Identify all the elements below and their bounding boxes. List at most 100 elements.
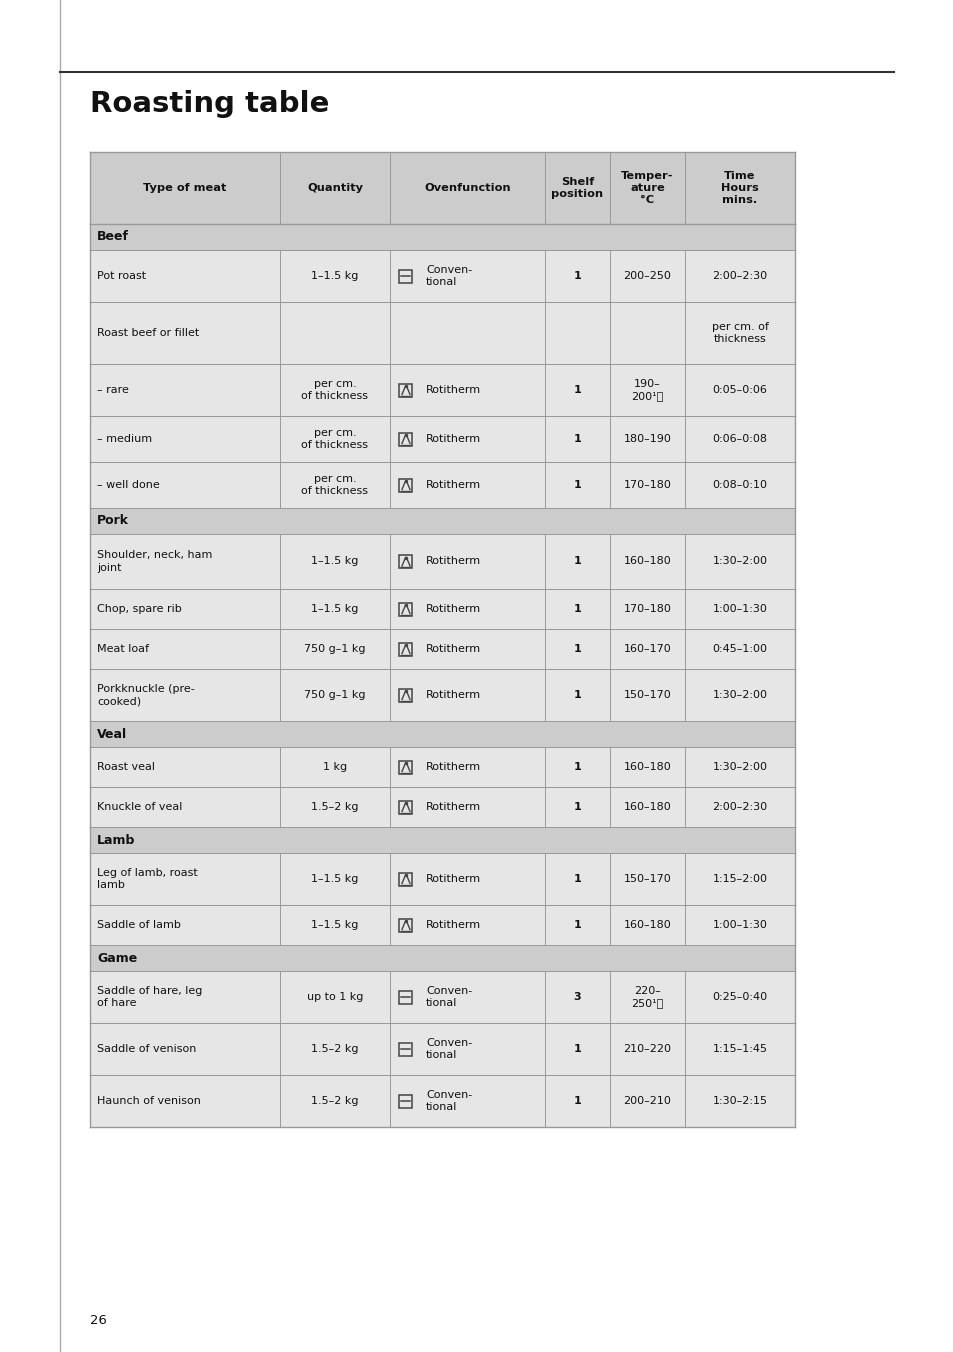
- Text: 0:25–0:40: 0:25–0:40: [712, 992, 767, 1002]
- Text: 1: 1: [573, 1044, 580, 1055]
- Text: 1: 1: [573, 604, 580, 614]
- Text: Chop, spare rib: Chop, spare rib: [97, 604, 182, 614]
- Text: 1: 1: [573, 763, 580, 772]
- Text: 1 kg: 1 kg: [323, 763, 347, 772]
- Bar: [90, 827, 794, 853]
- Bar: [90, 787, 794, 827]
- Text: 1: 1: [573, 919, 580, 930]
- Text: 1.5–2 kg: 1.5–2 kg: [311, 1044, 358, 1055]
- Text: Lamb: Lamb: [97, 833, 135, 846]
- Bar: [90, 669, 794, 721]
- Text: 1–1.5 kg: 1–1.5 kg: [311, 557, 358, 566]
- Text: Porkknuckle (pre-
cooked): Porkknuckle (pre- cooked): [97, 684, 194, 706]
- Text: 160–170: 160–170: [623, 644, 671, 654]
- Bar: [399, 1095, 412, 1107]
- Bar: [90, 589, 794, 629]
- Text: 160–180: 160–180: [623, 802, 671, 813]
- Text: 1:00–1:30: 1:00–1:30: [712, 604, 766, 614]
- Text: 1:30–2:15: 1:30–2:15: [712, 1096, 767, 1106]
- Bar: [399, 688, 412, 702]
- Text: 0:06–0:08: 0:06–0:08: [712, 434, 767, 443]
- Bar: [399, 384, 412, 396]
- Text: Pork: Pork: [97, 515, 129, 527]
- Text: Shelf
position: Shelf position: [551, 177, 603, 199]
- Text: 220–
250¹⧠: 220– 250¹⧠: [631, 986, 663, 1009]
- Text: Pot roast: Pot roast: [97, 270, 146, 281]
- Text: Roast beef or fillet: Roast beef or fillet: [97, 329, 199, 338]
- Text: 0:05–0:06: 0:05–0:06: [712, 385, 766, 395]
- Text: Rotitherm: Rotitherm: [426, 434, 480, 443]
- Text: Roast veal: Roast veal: [97, 763, 154, 772]
- Text: 1: 1: [573, 557, 580, 566]
- Text: Saddle of hare, leg
of hare: Saddle of hare, leg of hare: [97, 986, 202, 1009]
- Text: Temper-
ature
°C: Temper- ature °C: [620, 170, 673, 206]
- Text: Rotitherm: Rotitherm: [426, 644, 480, 654]
- Text: per cm.
of thickness: per cm. of thickness: [301, 379, 368, 402]
- Text: Saddle of venison: Saddle of venison: [97, 1044, 196, 1055]
- Text: 1:15–2:00: 1:15–2:00: [712, 873, 767, 884]
- Text: per cm.
of thickness: per cm. of thickness: [301, 427, 368, 450]
- Bar: [90, 151, 794, 224]
- Bar: [399, 556, 412, 568]
- Text: – rare: – rare: [97, 385, 129, 395]
- Text: Rotitherm: Rotitherm: [426, 604, 480, 614]
- Bar: [399, 800, 412, 814]
- Bar: [399, 603, 412, 615]
- Text: Type of meat: Type of meat: [143, 183, 227, 193]
- Bar: [90, 416, 794, 462]
- Text: Rotitherm: Rotitherm: [426, 873, 480, 884]
- Text: Saddle of lamb: Saddle of lamb: [97, 919, 181, 930]
- Text: 190–
200¹⧠: 190– 200¹⧠: [631, 379, 663, 402]
- Text: 750 g–1 kg: 750 g–1 kg: [304, 644, 365, 654]
- Bar: [399, 872, 412, 886]
- Text: 0:45–1:00: 0:45–1:00: [712, 644, 767, 654]
- Text: Veal: Veal: [97, 727, 127, 741]
- Text: 1: 1: [573, 690, 580, 700]
- Bar: [90, 508, 794, 534]
- Bar: [90, 462, 794, 508]
- Text: Game: Game: [97, 952, 137, 964]
- Bar: [399, 991, 412, 1003]
- Text: 1: 1: [573, 480, 580, 489]
- Text: Conven-
tional: Conven- tional: [426, 1090, 472, 1113]
- Text: 1: 1: [573, 644, 580, 654]
- Bar: [399, 269, 412, 283]
- Text: 160–180: 160–180: [623, 557, 671, 566]
- Text: 26: 26: [90, 1314, 107, 1326]
- Text: Rotitherm: Rotitherm: [426, 385, 480, 395]
- Text: 1–1.5 kg: 1–1.5 kg: [311, 604, 358, 614]
- Bar: [90, 945, 794, 971]
- Text: 1: 1: [573, 385, 580, 395]
- Text: 180–190: 180–190: [623, 434, 671, 443]
- Text: 170–180: 170–180: [623, 604, 671, 614]
- Bar: [399, 760, 412, 773]
- Bar: [90, 364, 794, 416]
- Text: up to 1 kg: up to 1 kg: [307, 992, 363, 1002]
- Bar: [399, 1042, 412, 1056]
- Text: 2:00–2:30: 2:00–2:30: [712, 270, 767, 281]
- Bar: [90, 971, 794, 1023]
- Text: Time
Hours
mins.: Time Hours mins.: [720, 170, 758, 206]
- Text: Roasting table: Roasting table: [90, 91, 329, 118]
- Bar: [90, 748, 794, 787]
- Text: Beef: Beef: [97, 230, 129, 243]
- Text: Quantity: Quantity: [307, 183, 363, 193]
- Text: Rotitherm: Rotitherm: [426, 919, 480, 930]
- Text: 1:30–2:00: 1:30–2:00: [712, 557, 767, 566]
- Bar: [399, 433, 412, 446]
- Text: 3: 3: [573, 992, 580, 1002]
- Text: 200–250: 200–250: [623, 270, 671, 281]
- Text: 1:30–2:00: 1:30–2:00: [712, 763, 767, 772]
- Text: Rotitherm: Rotitherm: [426, 763, 480, 772]
- Text: 170–180: 170–180: [623, 480, 671, 489]
- Text: – well done: – well done: [97, 480, 159, 489]
- Bar: [90, 250, 794, 301]
- Text: Meat loaf: Meat loaf: [97, 644, 149, 654]
- Bar: [90, 853, 794, 904]
- Text: Rotitherm: Rotitherm: [426, 557, 480, 566]
- Text: 160–180: 160–180: [623, 919, 671, 930]
- Bar: [90, 721, 794, 748]
- Text: Conven-
tional: Conven- tional: [426, 1038, 472, 1060]
- Text: 750 g–1 kg: 750 g–1 kg: [304, 690, 365, 700]
- Text: 1.5–2 kg: 1.5–2 kg: [311, 802, 358, 813]
